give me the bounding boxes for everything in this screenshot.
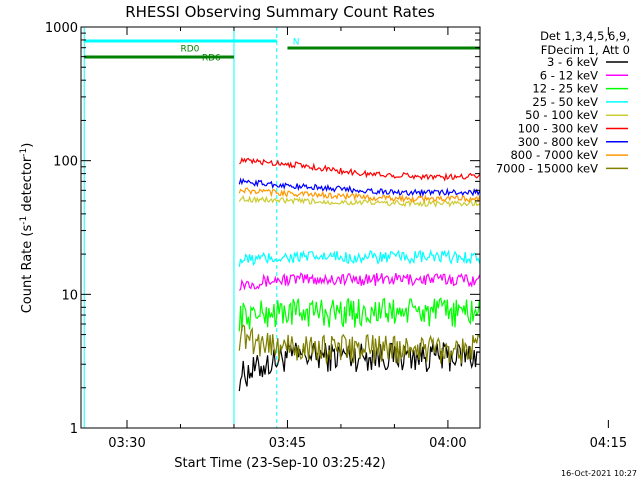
chart-title: RHESSI Observing Summary Count Rates (125, 3, 435, 21)
legend-label-0: 3 - 6 keV (547, 55, 598, 69)
y-axis-label-sup2: -1 (19, 148, 29, 157)
legend-label-1: 6 - 12 keV (540, 68, 598, 82)
y-axis: 1 10 100 1000 (45, 21, 480, 437)
legend-label-6: 300 - 800 keV (518, 135, 598, 149)
plot-content (83, 27, 480, 428)
x-tick-label-0: 03:30 (108, 436, 145, 451)
legend-label-3: 25 - 50 keV (532, 95, 598, 109)
y-tick-label-1: 10 (61, 288, 78, 303)
legend-label-8: 7000 - 15000 keV (496, 161, 598, 175)
series-line-1 (238, 272, 480, 291)
timestamp: 16-Oct-2021 10:27 (561, 469, 637, 478)
series-line-5 (239, 156, 480, 182)
plot-frame (80, 26, 481, 429)
legend-label-4: 50 - 100 keV (525, 108, 598, 122)
flag-label-rd0: RD0 (180, 45, 199, 55)
legend: Det 1,3,4,5,6,9, FDecim 1, Att 0 3 - 6 k… (496, 29, 630, 175)
legend-label-7: 800 - 7000 keV (510, 148, 598, 162)
y-axis-label: Count Rate (s-1 detector-1) (19, 143, 35, 314)
x-tick-label-1: 03:45 (269, 436, 306, 451)
series-line-0 (238, 341, 480, 392)
y-tick-label-0: 1 (70, 422, 78, 437)
series-line-2 (238, 297, 480, 332)
x-tick-label-2: 04:00 (429, 436, 466, 451)
legend-header-line-2: FDecim 1, Att 0 (541, 43, 630, 57)
flag-label-n: N (293, 38, 300, 48)
series-line-6 (238, 177, 480, 198)
flag-label-rd6: RD6 (202, 54, 221, 64)
series-line-7 (238, 187, 480, 204)
legend-label-2: 12 - 25 keV (532, 82, 598, 96)
y-axis-label-end: ) (20, 143, 35, 148)
series-line-3 (238, 248, 480, 267)
y-tick-label-2: 100 (53, 155, 78, 170)
y-axis-label-sup1: -1 (19, 216, 29, 225)
series-line-8 (238, 324, 480, 365)
x-tick-label-3: 04:15 (590, 436, 627, 451)
legend-label-5: 100 - 300 keV (518, 122, 598, 136)
series-line-4 (238, 195, 480, 208)
y-tick-label-3: 1000 (45, 21, 78, 36)
x-axis-label: Start Time (23-Sep-10 03:25:42) (174, 456, 385, 471)
y-axis-label-main: Count Rate (s (20, 225, 35, 314)
legend-header-line-1: Det 1,3,4,5,6,9, (540, 29, 630, 43)
y-axis-label-mid: detector (20, 156, 35, 216)
